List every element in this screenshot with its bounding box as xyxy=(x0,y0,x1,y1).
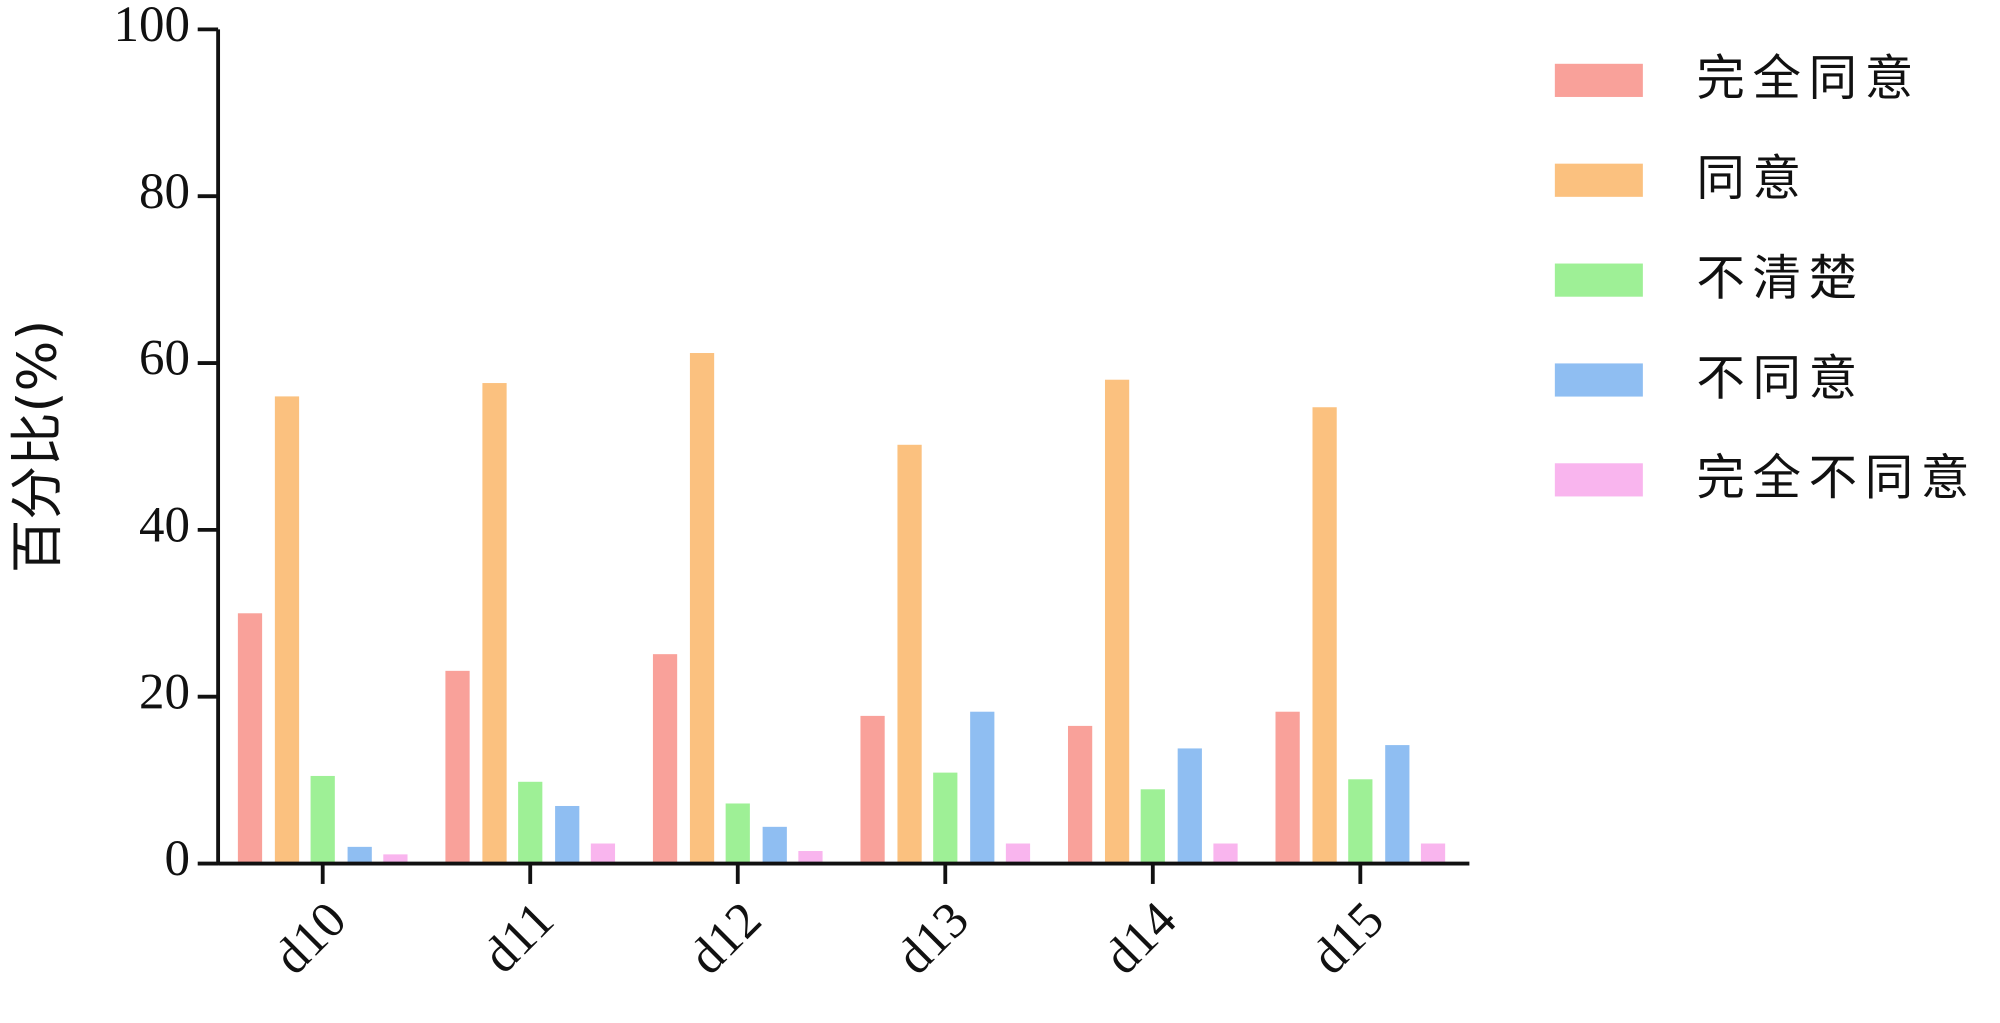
bar xyxy=(1213,843,1238,864)
y-tick-label: 20 xyxy=(139,664,190,720)
y-tick-label: 100 xyxy=(114,0,191,53)
bar xyxy=(518,781,543,864)
bar xyxy=(310,775,335,864)
x-tick-label: d14 xyxy=(1094,892,1188,986)
legend-swatch xyxy=(1554,63,1643,97)
bar xyxy=(1312,407,1337,864)
x-tick-label: d13 xyxy=(886,892,980,986)
bar xyxy=(1348,779,1373,864)
legend-label: 完全同意 xyxy=(1696,51,1920,107)
bar xyxy=(1275,711,1300,864)
legend-swatch xyxy=(1554,263,1643,297)
legend-swatch xyxy=(1554,463,1643,497)
y-axis-label: 百分比(%) xyxy=(5,320,68,573)
x-tick-label: d10 xyxy=(264,892,358,986)
bar xyxy=(1420,843,1446,864)
legend-label: 不同意 xyxy=(1696,350,1864,406)
legend-swatch xyxy=(1554,363,1643,397)
x-tick-label: d11 xyxy=(472,892,564,984)
bar xyxy=(383,854,408,864)
y-tick-label: 40 xyxy=(139,498,190,554)
legend-label: 不清楚 xyxy=(1696,250,1864,306)
bar xyxy=(689,353,715,864)
legend-label: 完全不同意 xyxy=(1696,450,1977,506)
bar xyxy=(274,396,300,864)
bar xyxy=(1104,379,1130,864)
bar xyxy=(1005,843,1031,864)
bar xyxy=(1140,789,1165,864)
y-tick-label: 80 xyxy=(139,164,190,220)
bar xyxy=(590,843,616,864)
bar xyxy=(1385,745,1410,864)
bar xyxy=(933,772,958,864)
bar xyxy=(1177,748,1202,864)
y-tick-label: 60 xyxy=(139,331,190,387)
x-tick-label: d12 xyxy=(679,892,773,986)
legend-label: 同意 xyxy=(1696,151,1808,207)
bar xyxy=(555,805,580,864)
bar xyxy=(798,851,823,864)
x-tick-label: d15 xyxy=(1301,892,1395,986)
bar xyxy=(897,444,922,864)
bar xyxy=(237,613,263,864)
bar xyxy=(652,654,678,864)
bar xyxy=(482,383,507,864)
bar xyxy=(725,803,750,864)
bar xyxy=(970,711,995,864)
bar xyxy=(445,670,470,864)
bar xyxy=(860,715,885,864)
y-tick-label: 0 xyxy=(165,831,191,887)
legend-swatch xyxy=(1554,163,1643,197)
bar xyxy=(762,826,787,864)
bar xyxy=(1067,725,1093,864)
bar xyxy=(347,846,372,864)
